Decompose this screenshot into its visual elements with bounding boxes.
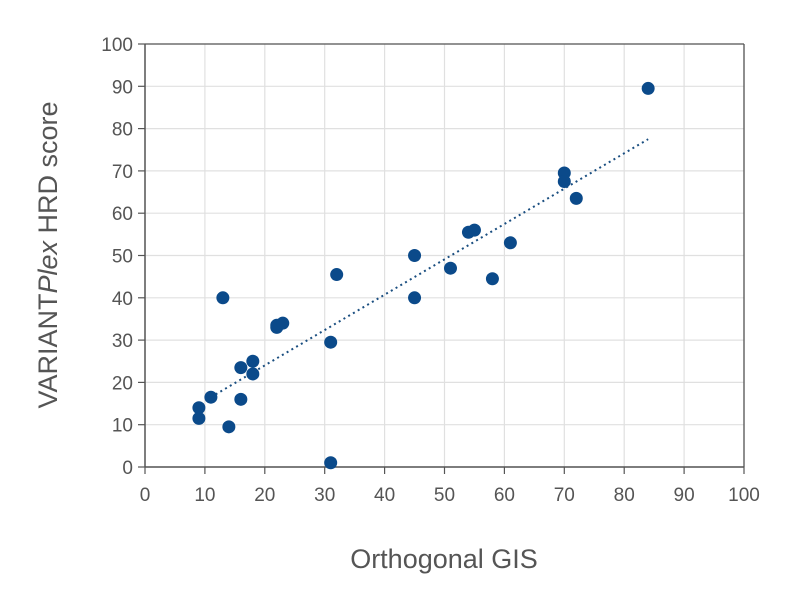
data-point — [443, 261, 457, 275]
x-tick-label: 0 — [140, 485, 151, 506]
data-point — [246, 367, 260, 381]
x-tick-label: 100 — [728, 485, 760, 506]
y-axis-title-part: Plex — [33, 240, 63, 294]
y-tick-label: 30 — [112, 331, 133, 352]
data-point — [192, 411, 206, 425]
data-point — [204, 390, 218, 404]
data-point — [216, 291, 230, 305]
data-point — [324, 335, 338, 349]
y-tick-label: 40 — [112, 289, 133, 310]
y-tick-label: 10 — [112, 416, 133, 437]
y-tick-label: 70 — [112, 162, 133, 183]
data-point — [408, 291, 422, 305]
data-point — [192, 401, 206, 415]
y-tick-label: 100 — [101, 35, 133, 56]
x-tick-label: 70 — [554, 485, 575, 506]
data-point — [234, 392, 248, 406]
x-tick-label: 60 — [494, 485, 515, 506]
trendline — [210, 138, 649, 399]
y-tick-label: 60 — [112, 204, 133, 225]
y-tick-label: 0 — [122, 458, 133, 479]
data-point — [485, 272, 499, 286]
grid — [144, 43, 745, 468]
x-tick-label: 20 — [254, 485, 275, 506]
axes — [138, 43, 745, 474]
data-point — [222, 420, 236, 434]
y-axis-title-part: HRD score — [33, 101, 63, 241]
data-point — [503, 236, 517, 250]
x-tick-label: 80 — [614, 485, 635, 506]
data-point — [324, 456, 338, 470]
y-tick-label: 50 — [112, 247, 133, 268]
y-tick-label: 80 — [112, 120, 133, 141]
trendline-layer — [210, 138, 649, 399]
data-point — [330, 268, 344, 282]
x-axis-title: Orthogonal GIS — [350, 544, 538, 574]
data-point — [234, 361, 248, 375]
data-points — [192, 81, 655, 470]
x-tick-label: 40 — [374, 485, 395, 506]
data-point — [467, 223, 481, 237]
data-point — [557, 174, 571, 188]
data-point — [641, 81, 655, 95]
data-point — [569, 191, 583, 205]
tick-labels: 0 10 20 30 40 50 60 70 80 90 100 0 10 20 30 40 50 60 70 80 9… — [101, 35, 760, 506]
data-point — [246, 354, 260, 368]
data-point — [408, 249, 422, 262]
x-tick-label: 10 — [194, 485, 215, 506]
x-tick-label: 50 — [434, 485, 455, 506]
x-tick-label: 90 — [674, 485, 695, 506]
y-axis-title: VARIANTPlex HRD score — [33, 101, 63, 408]
y-axis-title-part: VARIANT — [33, 294, 63, 409]
y-tick-label: 20 — [112, 373, 133, 394]
y-tick-label: 90 — [112, 77, 133, 98]
data-point — [276, 316, 290, 330]
x-tick-label: 30 — [314, 485, 335, 506]
